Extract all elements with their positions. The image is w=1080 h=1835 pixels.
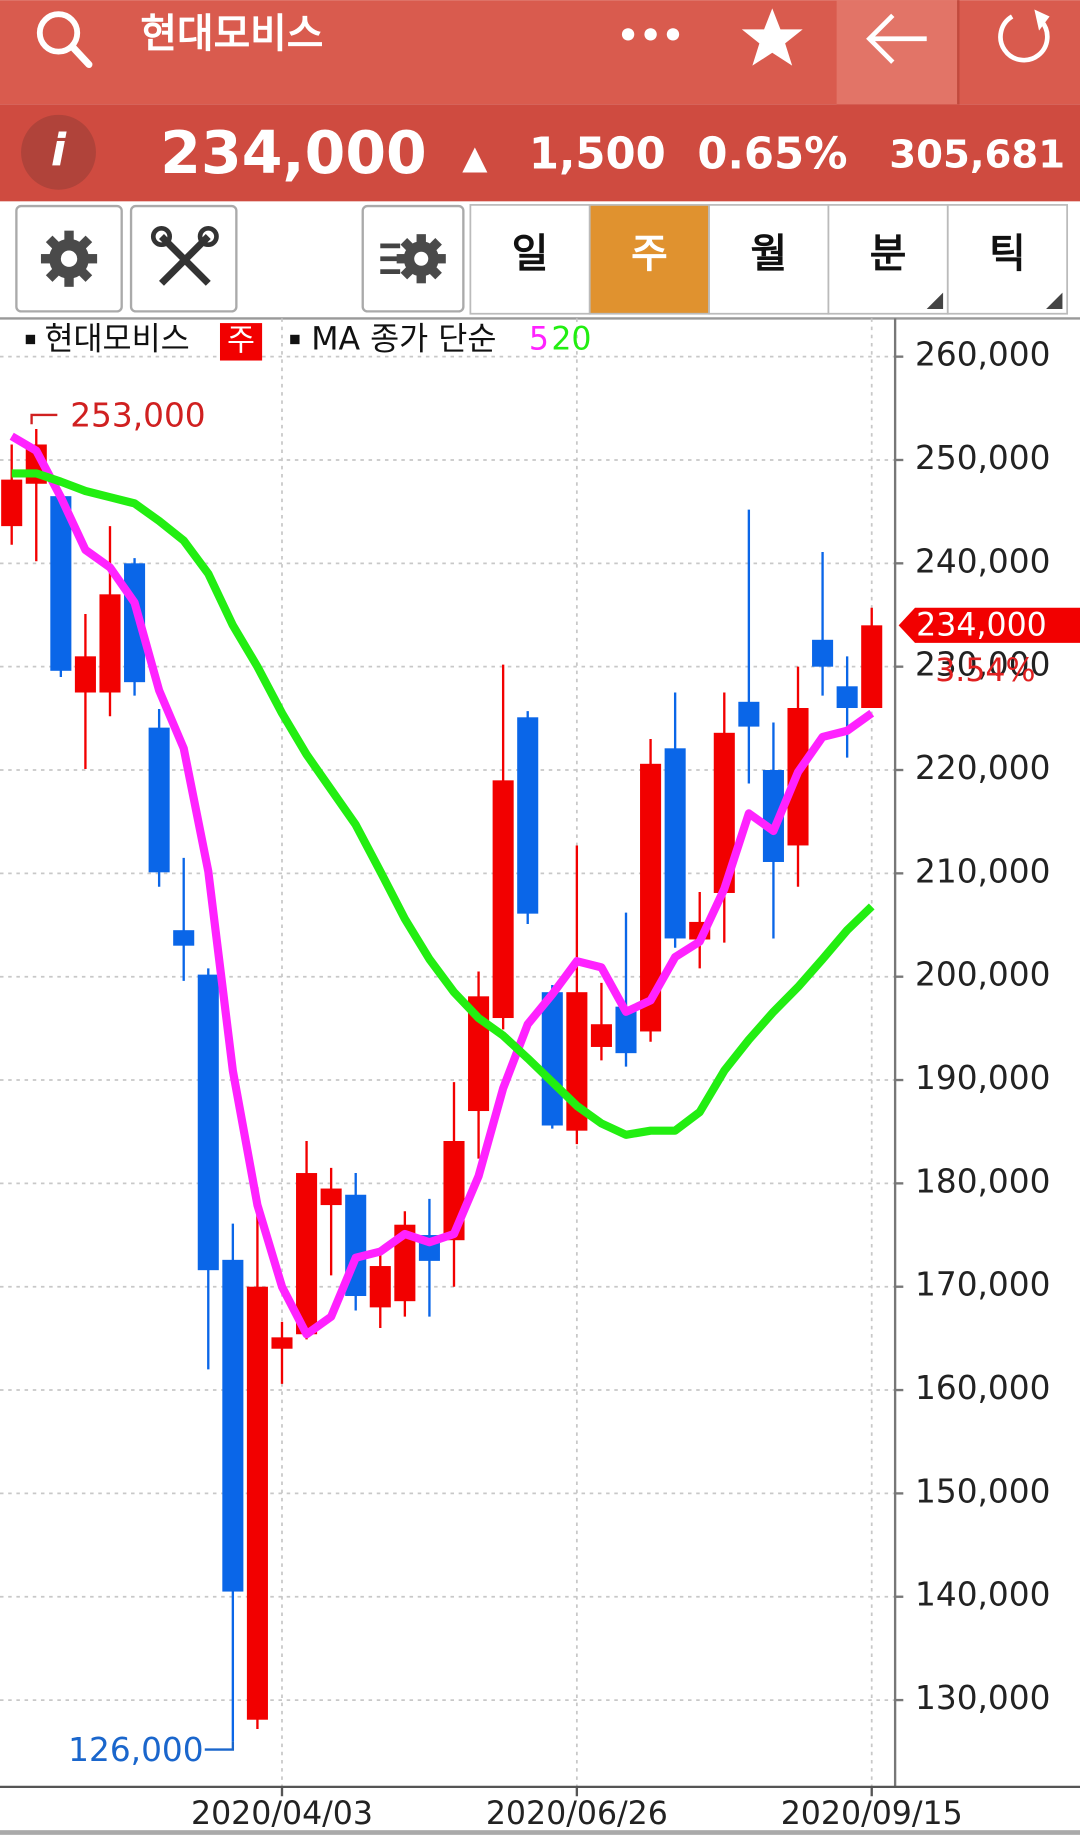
tab-corner	[1046, 292, 1063, 310]
tab[interactable]	[469, 204, 591, 315]
candle-body	[271, 1337, 293, 1349]
plot: 253,000 126,000	[1, 396, 883, 1769]
y-tick-label: 230,000	[915, 646, 1050, 684]
y-tick-label: 250,000	[915, 439, 1050, 477]
tab[interactable]	[827, 204, 949, 315]
legend-series-name: 5	[529, 322, 549, 358]
stock-title: 현대모비스	[140, 11, 323, 57]
y-tick-label: 130,000	[915, 1679, 1050, 1717]
volume: 305,681	[889, 132, 1065, 177]
chart-area	[0, 318, 1080, 1835]
candle-body	[590, 1024, 612, 1047]
search-button[interactable]	[36, 11, 93, 69]
tab-label: 일	[512, 231, 549, 277]
y-tick-label: 210,000	[915, 852, 1050, 890]
candle-body	[762, 770, 784, 862]
y-tick-label: 140,000	[915, 1576, 1050, 1614]
tab-label: 월	[750, 231, 787, 277]
tab[interactable]	[588, 204, 710, 315]
tab[interactable]	[708, 204, 830, 315]
y-tick-label: 220,000	[915, 749, 1050, 787]
moving-average-line	[9, 432, 875, 1339]
min-label: 126,000	[68, 1731, 203, 1769]
candle-body	[50, 496, 72, 671]
info-icon: i	[51, 125, 67, 176]
y-tick-label: 170,000	[915, 1266, 1050, 1304]
last-price-tag	[898, 607, 1080, 643]
x-tick-label: 2020/09/15	[781, 1796, 963, 1832]
candle-body	[738, 701, 760, 727]
x-tick-label: 2020/04/03	[191, 1796, 373, 1832]
legend-stock: 현대모비스	[44, 322, 189, 358]
quote-bar	[0, 104, 1080, 202]
tab-label: 주	[631, 231, 668, 277]
back-arrow	[866, 13, 927, 64]
candle-body	[369, 1266, 391, 1308]
y-tick-label: 240,000	[915, 542, 1050, 580]
candle-body	[517, 717, 539, 914]
legend-badge: 주	[227, 323, 255, 358]
more-button[interactable]: •••	[617, 16, 684, 57]
tab[interactable]	[946, 204, 1069, 315]
y-tick-label: 180,000	[915, 1162, 1050, 1200]
axes: 130,000 140,000 150,000 160,000 170,000 180,0…	[191, 336, 1080, 1832]
candle-body	[320, 1188, 342, 1206]
candle-body	[148, 727, 170, 873]
candle-body	[394, 1224, 416, 1302]
moving-average-line	[11, 469, 875, 1139]
candle-body	[812, 639, 834, 667]
y-tick-label: 260,000	[915, 336, 1050, 374]
candle-body	[222, 1259, 244, 1592]
refresh-button[interactable]	[998, 9, 1050, 63]
legend-series: 5 20	[529, 322, 592, 358]
candle-body	[1, 479, 23, 527]
price: 234,000	[160, 119, 426, 187]
legend-badge-box	[219, 323, 263, 361]
last-change-label: 3.54%	[935, 653, 1035, 689]
min-marker	[204, 1741, 235, 1751]
candle-body	[173, 930, 195, 946]
candle-body	[197, 974, 219, 1271]
x-tick-label: 2020/06/26	[486, 1796, 668, 1832]
candle-body	[836, 686, 858, 709]
last-price-label: 234,000	[916, 608, 1047, 644]
candle-body	[861, 625, 883, 709]
candle-body	[492, 780, 514, 1019]
candle-body	[615, 1006, 637, 1054]
candle-body	[640, 763, 662, 1032]
legend-series-name: 20	[551, 322, 591, 358]
tab-label: 분	[870, 231, 907, 277]
y-tick-label: 150,000	[915, 1472, 1050, 1510]
candle-body	[246, 1286, 268, 1720]
indicator-settings-button[interactable]	[361, 204, 465, 313]
tab-label: 틱	[989, 231, 1026, 277]
max-label: 253,000	[70, 396, 205, 434]
candle-body	[99, 594, 121, 693]
bottom-strip	[0, 1830, 1080, 1835]
candle-body	[713, 732, 735, 893]
info-button[interactable]	[21, 114, 96, 190]
candle-body	[664, 748, 686, 939]
change-arrow: ▲	[462, 138, 488, 176]
tab-corner	[926, 292, 944, 310]
y-tick-label: 160,000	[915, 1369, 1050, 1407]
settings-button[interactable]	[15, 204, 123, 313]
back-button[interactable]	[836, 0, 958, 105]
legend-marker	[290, 334, 300, 345]
max-marker	[30, 413, 58, 425]
candle-body	[74, 656, 96, 693]
legend-marker	[25, 334, 36, 345]
y-tick-label: 200,000	[915, 956, 1050, 994]
change-rate: 0.65%	[697, 129, 847, 179]
y-tick-label: 190,000	[915, 1059, 1050, 1097]
favorite-button[interactable]	[741, 8, 803, 66]
tools-button[interactable]	[129, 204, 238, 313]
change: 1,500	[529, 129, 666, 179]
legend-ma: MA 종가 단순	[311, 322, 496, 358]
candle-body	[541, 992, 563, 1126]
candle-body	[296, 1173, 318, 1335]
